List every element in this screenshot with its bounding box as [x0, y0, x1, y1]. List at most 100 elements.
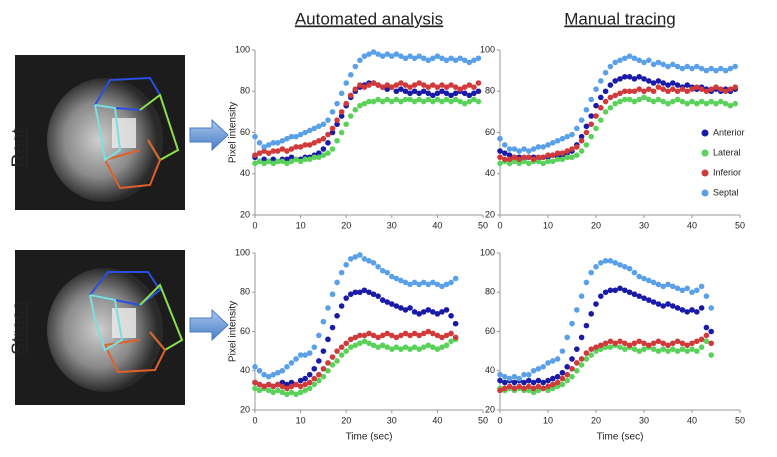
point [384, 299, 391, 305]
point [293, 156, 299, 163]
point [457, 98, 464, 105]
point [607, 258, 614, 264]
point [398, 98, 404, 105]
point [554, 156, 561, 163]
point [622, 74, 628, 80]
point [270, 140, 277, 146]
point [461, 84, 468, 90]
y-tick-label: 20 [485, 404, 495, 414]
point [554, 383, 561, 390]
point [320, 318, 327, 325]
point [325, 117, 331, 123]
point [607, 104, 614, 111]
y-tick-label: 40 [485, 168, 495, 178]
point [443, 57, 450, 64]
point [598, 260, 604, 266]
point [583, 322, 590, 329]
point [578, 137, 585, 144]
point [402, 88, 409, 95]
point [256, 140, 263, 146]
point [306, 156, 313, 163]
point [284, 381, 290, 388]
point [302, 352, 308, 358]
y-tick-label: 100 [480, 44, 495, 54]
point [439, 344, 445, 351]
point [389, 53, 395, 59]
y-tick-label: 60 [485, 127, 495, 137]
point [288, 379, 295, 386]
point [416, 281, 422, 288]
point [443, 332, 450, 339]
legend-label: Septal [713, 187, 739, 197]
point [270, 383, 277, 390]
point [559, 381, 566, 388]
point [502, 156, 508, 163]
point [384, 86, 391, 92]
point [526, 154, 532, 161]
point [545, 142, 551, 148]
point [679, 98, 686, 105]
point [559, 369, 566, 376]
point [293, 133, 299, 140]
point [284, 364, 290, 370]
point [297, 131, 304, 138]
point [334, 117, 340, 123]
point [302, 381, 308, 388]
point [660, 61, 666, 68]
legend-label: Inferior [713, 167, 741, 177]
point [375, 293, 381, 299]
point [357, 252, 363, 258]
point [583, 129, 590, 136]
point [641, 88, 647, 95]
point [439, 82, 445, 88]
point [448, 55, 454, 62]
point [521, 379, 527, 386]
point [708, 86, 714, 92]
point [626, 342, 633, 349]
point [622, 96, 628, 103]
point [302, 156, 308, 163]
x-tick-label: 0 [252, 415, 257, 425]
point [398, 53, 404, 59]
point [420, 82, 427, 88]
x-tick-label: 10 [543, 415, 553, 425]
point [622, 88, 628, 95]
point [288, 146, 295, 152]
point [389, 332, 395, 339]
point [261, 148, 267, 154]
point [316, 332, 322, 339]
x-tick-label: 50 [735, 415, 745, 425]
point [670, 303, 676, 309]
point [329, 109, 336, 115]
point [393, 88, 400, 95]
point [434, 84, 441, 90]
point [270, 371, 277, 378]
point [670, 98, 676, 105]
point [357, 289, 363, 296]
point [370, 98, 377, 105]
y-tick-label: 80 [240, 86, 250, 96]
point [622, 263, 628, 270]
legend-marker [701, 129, 709, 137]
point [583, 350, 590, 356]
point [703, 324, 710, 331]
point [416, 346, 422, 352]
point [722, 88, 729, 95]
point [679, 287, 686, 294]
point [526, 160, 532, 167]
point [347, 113, 354, 119]
point [325, 336, 331, 343]
point [434, 53, 441, 59]
point [448, 330, 454, 337]
point [602, 289, 609, 296]
point [626, 88, 633, 95]
point [674, 82, 681, 88]
point [569, 356, 575, 362]
y-tick-label: 20 [240, 209, 250, 219]
point [636, 57, 642, 64]
point [461, 100, 468, 107]
point [393, 334, 400, 341]
point [361, 100, 368, 107]
point [379, 84, 386, 90]
point [670, 86, 676, 92]
